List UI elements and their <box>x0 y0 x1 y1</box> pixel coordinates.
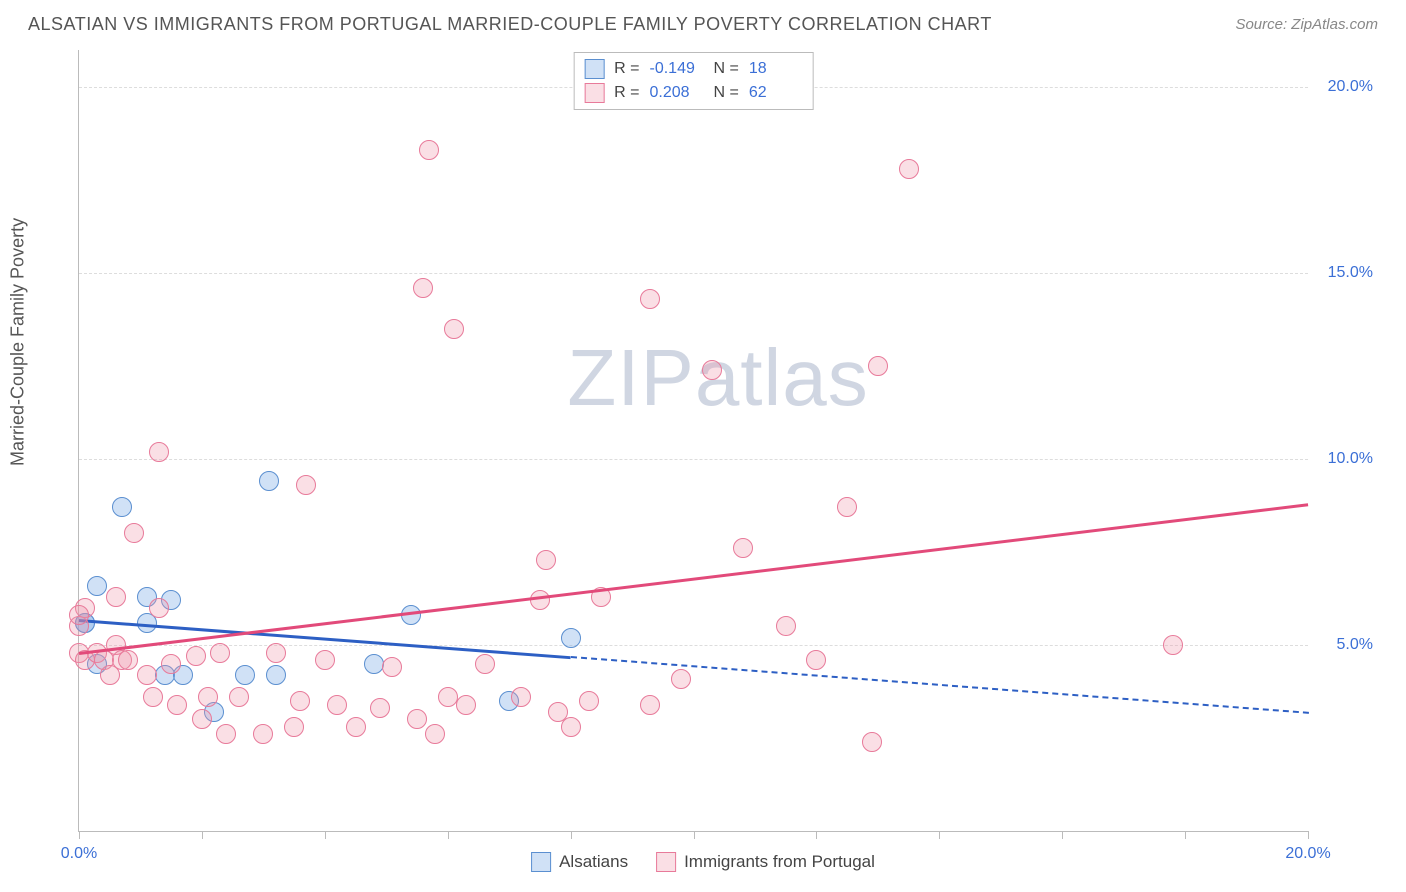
x-tick-label: 0.0% <box>61 845 97 863</box>
data-point <box>413 278 433 298</box>
data-point <box>192 709 212 729</box>
x-tick-label: 20.0% <box>1285 845 1330 863</box>
data-point <box>149 598 169 618</box>
data-point <box>640 695 660 715</box>
data-point <box>456 695 476 715</box>
data-point <box>266 643 286 663</box>
data-point <box>87 576 107 596</box>
data-point <box>266 665 286 685</box>
data-point <box>579 691 599 711</box>
data-point <box>106 587 126 607</box>
data-point <box>1163 635 1183 655</box>
data-point <box>137 665 157 685</box>
data-point <box>327 695 347 715</box>
legend-label-portugal: Immigrants from Portugal <box>684 852 875 872</box>
data-point <box>702 360 722 380</box>
data-point <box>561 717 581 737</box>
data-point <box>419 140 439 160</box>
y-axis-label: Married-Couple Family Poverty <box>8 218 29 466</box>
chart-title: ALSATIAN VS IMMIGRANTS FROM PORTUGAL MAR… <box>28 14 992 35</box>
data-point <box>210 643 230 663</box>
data-point <box>69 605 89 625</box>
data-point <box>536 550 556 570</box>
data-point <box>216 724 236 744</box>
data-point <box>118 650 138 670</box>
y-tick-label: 5.0% <box>1337 636 1373 654</box>
y-tick-label: 10.0% <box>1328 450 1373 468</box>
data-point <box>640 289 660 309</box>
legend-label-alsatians: Alsatians <box>559 852 628 872</box>
data-point <box>290 691 310 711</box>
data-point <box>425 724 445 744</box>
data-point <box>315 650 335 670</box>
y-tick-label: 15.0% <box>1328 264 1373 282</box>
swatch-alsatians <box>584 59 604 79</box>
data-point <box>229 687 249 707</box>
data-point <box>253 724 273 744</box>
data-point <box>382 657 402 677</box>
data-point <box>370 698 390 718</box>
data-point <box>186 646 206 666</box>
swatch-portugal <box>584 83 604 103</box>
data-point <box>530 590 550 610</box>
data-point <box>733 538 753 558</box>
data-point <box>346 717 366 737</box>
legend-stats: R = -0.149 N = 18 R = 0.208 N = 62 <box>573 52 814 110</box>
data-point <box>837 497 857 517</box>
data-point <box>364 654 384 674</box>
data-point <box>899 159 919 179</box>
data-point <box>235 665 255 685</box>
data-point <box>143 687 163 707</box>
data-point <box>112 497 132 517</box>
data-point <box>198 687 218 707</box>
y-tick-label: 20.0% <box>1328 78 1373 96</box>
data-point <box>161 654 181 674</box>
data-point <box>862 732 882 752</box>
data-point <box>561 628 581 648</box>
data-point <box>167 695 187 715</box>
data-point <box>776 616 796 636</box>
data-point <box>806 650 826 670</box>
data-point <box>401 605 421 625</box>
data-point <box>407 709 427 729</box>
data-point <box>868 356 888 376</box>
data-point <box>296 475 316 495</box>
source-label: Source: ZipAtlas.com <box>1235 16 1378 33</box>
plot-area: ZIPatlas R = -0.149 N = 18 R = 0.208 N =… <box>78 50 1308 832</box>
swatch-alsatians-bottom <box>531 852 551 872</box>
chart-container: Married-Couple Family Poverty ZIPatlas R… <box>28 50 1378 882</box>
watermark: ZIPatlas <box>567 332 868 424</box>
data-point <box>671 669 691 689</box>
data-point <box>438 687 458 707</box>
data-point <box>284 717 304 737</box>
data-point <box>124 523 144 543</box>
data-point <box>444 319 464 339</box>
data-point <box>511 687 531 707</box>
legend-series: Alsatians Immigrants from Portugal <box>531 852 875 872</box>
data-point <box>475 654 495 674</box>
swatch-portugal-bottom <box>656 852 676 872</box>
data-point <box>149 442 169 462</box>
data-point <box>259 471 279 491</box>
